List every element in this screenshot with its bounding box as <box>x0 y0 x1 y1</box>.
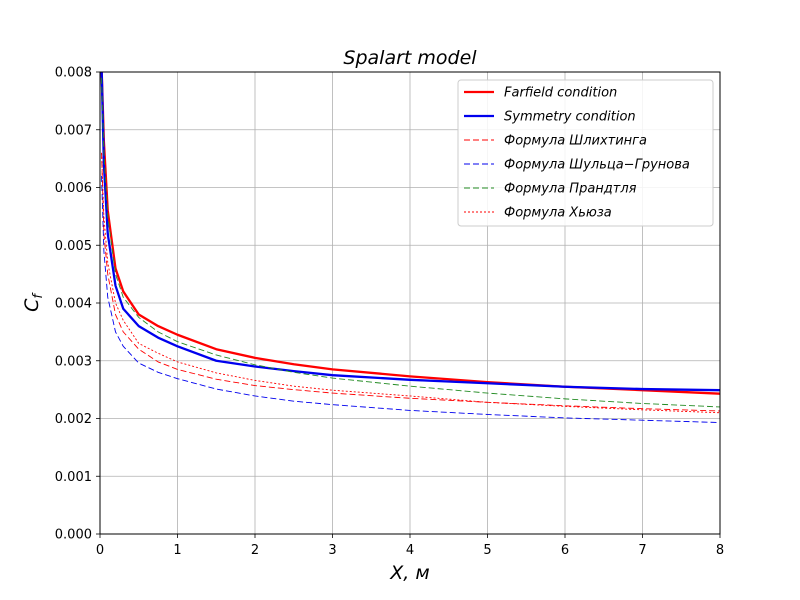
y-axis-label-sub: f <box>31 292 46 299</box>
x-tick-label: 5 <box>483 543 491 558</box>
legend-label-5: Формула Прандтля <box>504 182 637 197</box>
series-line-2 <box>100 72 720 392</box>
x-tick-label: 6 <box>561 543 569 558</box>
x-tick-label: 2 <box>251 543 259 558</box>
x-tick-label: 4 <box>406 543 414 558</box>
y-tick-label: 0.004 <box>55 297 92 312</box>
x-axis: 0 1 2 3 4 5 6 7 8 <box>96 534 724 558</box>
legend: Farfield condition Symmetry condition Форм… <box>457 79 714 227</box>
legend-box <box>457 79 714 227</box>
legend-label-1: Farfield condition <box>504 86 617 101</box>
y-tick-label: 0.003 <box>55 354 92 369</box>
legend-label-6: Формула Хьюза <box>504 206 612 221</box>
x-tick-label: 8 <box>716 543 724 558</box>
y-tick-label: 0.007 <box>55 123 92 138</box>
series-line-6 <box>101 152 720 414</box>
series-layer <box>100 72 720 423</box>
y-axis: 0.000 0.001 0.002 0.003 0.004 0.005 0.006 0.007… <box>55 66 100 543</box>
legend-label-4: Формула Шульца−Грунова <box>504 158 690 173</box>
y-tick-label: 0.008 <box>55 66 92 81</box>
y-tick-label: 0.005 <box>55 239 92 254</box>
x-tick-label: 0 <box>96 543 104 558</box>
y-tick-label: 0.000 <box>55 528 92 543</box>
y-tick-label: 0.006 <box>55 181 92 196</box>
legend-label-2: Symmetry condition <box>504 110 636 125</box>
x-tick-label: 1 <box>173 543 181 558</box>
y-tick-label: 0.002 <box>55 412 92 427</box>
x-axis-label: X, м <box>389 562 429 584</box>
legend-label-3: Формула Шлихтинга <box>504 134 647 149</box>
y-tick-label: 0.001 <box>55 470 92 485</box>
series-line-4 <box>101 175 720 423</box>
x-tick-label: 7 <box>638 543 646 558</box>
x-tick-label: 3 <box>328 543 336 558</box>
y-axis-label-main: C <box>21 298 43 312</box>
y-axis-label: Cf <box>21 292 46 312</box>
series-line-5 <box>101 77 720 408</box>
chart-title: Spalart model <box>343 47 477 69</box>
